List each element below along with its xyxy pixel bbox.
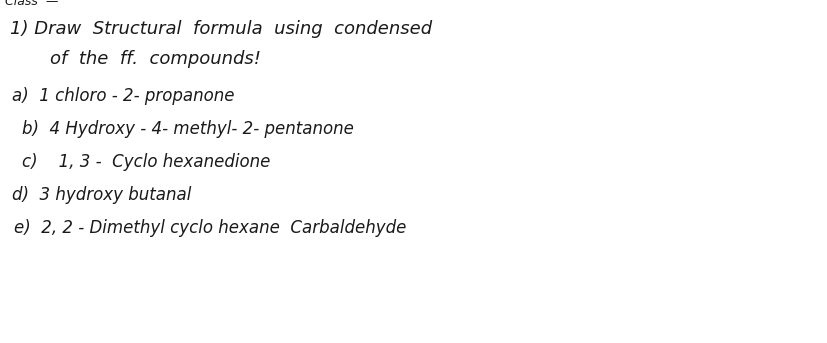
Text: b)  4 Hydroxy - 4- methyl- 2- pentanone: b) 4 Hydroxy - 4- methyl- 2- pentanone <box>22 120 353 138</box>
Text: Class  —: Class — <box>5 0 59 8</box>
Text: 1) Draw  Structural  formula  using  condensed: 1) Draw Structural formula using condens… <box>10 20 432 38</box>
Text: of  the  ff.  compounds!: of the ff. compounds! <box>50 50 261 68</box>
Text: a)  1 chloro - 2- propanone: a) 1 chloro - 2- propanone <box>12 87 234 105</box>
Text: c)    1, 3 -  Cyclo hexanedione: c) 1, 3 - Cyclo hexanedione <box>22 153 270 171</box>
Text: e)  2, 2 - Dimethyl cyclo hexane  Carbaldehyde: e) 2, 2 - Dimethyl cyclo hexane Carbalde… <box>14 219 406 237</box>
Text: d)  3 hydroxy butanal: d) 3 hydroxy butanal <box>12 186 191 204</box>
